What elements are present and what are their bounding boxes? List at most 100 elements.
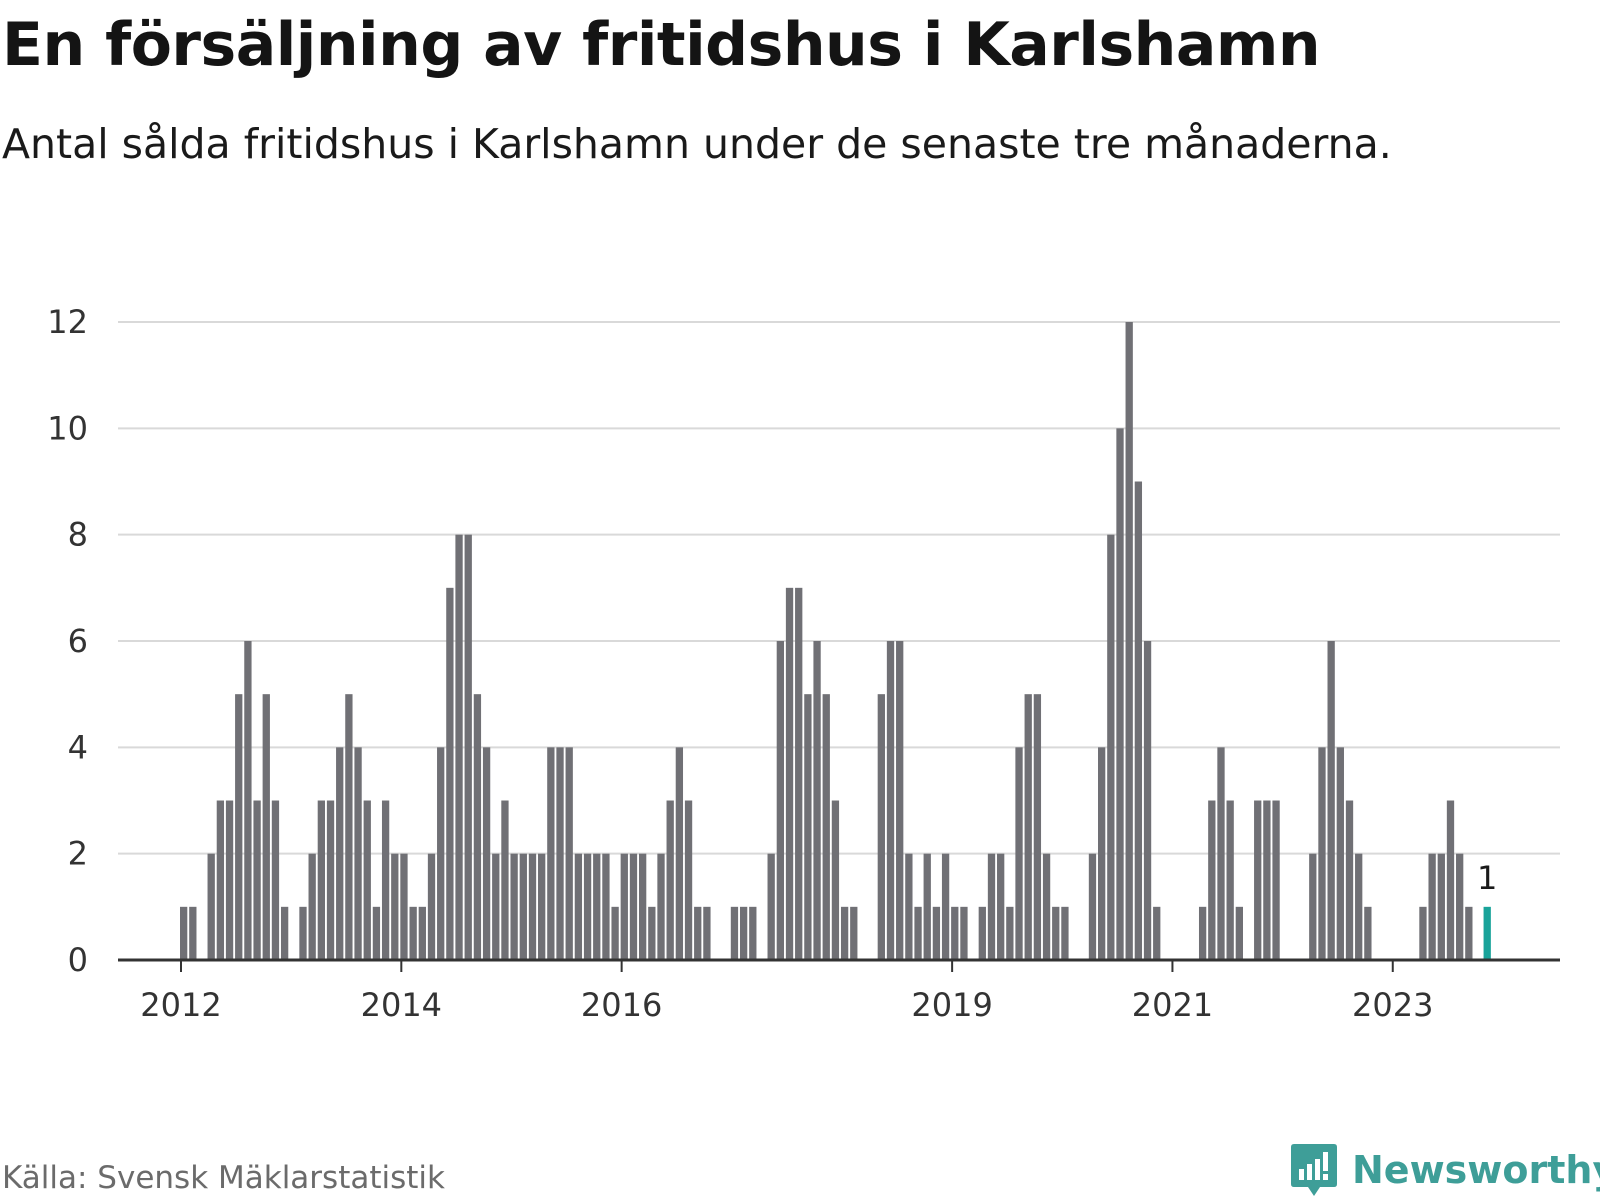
bar	[1345, 800, 1354, 960]
x-tick-label-2014: 2014	[361, 986, 442, 1024]
bar	[1263, 800, 1271, 960]
bar	[565, 747, 573, 960]
bar	[1208, 800, 1216, 960]
bar	[1364, 906, 1372, 960]
bar	[951, 906, 959, 960]
bar	[1153, 906, 1161, 960]
bar	[317, 800, 325, 960]
bar	[1327, 641, 1335, 960]
bar	[1116, 428, 1124, 961]
bar	[1006, 906, 1014, 960]
chart-title: En försäljning av fritidshus i Karlshamn	[2, 10, 1321, 80]
bar	[1143, 641, 1152, 960]
bar	[189, 906, 197, 960]
bar	[216, 800, 225, 960]
bar	[1088, 853, 1097, 960]
bar	[1446, 800, 1455, 960]
bar	[1254, 800, 1262, 960]
bar	[941, 853, 950, 960]
bar	[583, 853, 592, 960]
bar	[547, 747, 555, 960]
x-tick-label-2021: 2021	[1132, 986, 1213, 1024]
bar	[767, 853, 775, 960]
bar	[519, 853, 527, 960]
bar	[703, 906, 711, 960]
bar	[905, 853, 913, 960]
bar	[510, 853, 518, 960]
bar	[345, 694, 353, 960]
bar	[400, 853, 408, 960]
bar	[1309, 853, 1317, 960]
bar	[1061, 906, 1069, 960]
bar	[1098, 747, 1106, 960]
bar	[1033, 694, 1042, 960]
x-axis-ticks: 2012 2014 2016 2019 2021 2023	[140, 960, 1433, 1024]
bar	[629, 853, 638, 960]
bar	[473, 694, 482, 960]
brand-name: Newsworthy	[1352, 1148, 1600, 1192]
bar	[684, 800, 693, 960]
annotations: 1	[1474, 856, 1500, 900]
bar	[280, 906, 289, 960]
y-tick-label-2: 2	[68, 835, 88, 873]
bar	[528, 853, 537, 960]
bar	[464, 534, 472, 960]
bar	[372, 906, 381, 960]
bar	[262, 694, 270, 960]
bar	[446, 587, 454, 960]
bar	[391, 853, 399, 960]
bar	[1015, 747, 1023, 960]
x-tick-label-2012: 2012	[140, 986, 221, 1024]
bar	[822, 694, 830, 960]
bar	[666, 800, 674, 960]
y-tick-label-6: 6	[68, 622, 88, 660]
bar	[694, 906, 702, 960]
bar	[253, 800, 261, 960]
x-tick-label-2016: 2016	[581, 986, 662, 1024]
bar	[620, 853, 628, 960]
bar	[427, 853, 436, 960]
bar	[840, 906, 849, 960]
bar	[602, 853, 610, 960]
y-tick-label-10: 10	[47, 409, 88, 447]
bar	[409, 906, 417, 960]
bar	[639, 853, 647, 960]
bar	[501, 800, 509, 960]
bar	[556, 747, 564, 960]
bar	[730, 906, 739, 960]
bar	[675, 747, 684, 960]
bar	[1024, 694, 1032, 960]
bar	[831, 800, 840, 960]
bar	[1465, 906, 1473, 960]
bar	[244, 641, 252, 960]
bar	[987, 853, 996, 960]
bar	[932, 906, 941, 960]
brand-logo: Newsworthy	[1290, 1142, 1600, 1198]
bar	[886, 641, 895, 960]
bar	[1235, 906, 1243, 960]
y-axis-labels: 0 2 4 6 8 10 12	[47, 303, 88, 979]
y-tick-label-8: 8	[68, 516, 88, 554]
bar	[877, 694, 885, 960]
bar	[354, 747, 362, 960]
bar	[896, 641, 904, 960]
bar	[381, 800, 390, 960]
bar	[997, 853, 1005, 960]
bar	[739, 906, 748, 960]
y-tick-label-0: 0	[68, 941, 88, 979]
bar	[795, 587, 803, 960]
y-tick-label-4: 4	[68, 728, 88, 766]
bar	[648, 906, 656, 960]
bar	[1318, 747, 1326, 960]
bar	[1198, 906, 1207, 960]
bar	[225, 800, 234, 960]
bar	[1052, 906, 1060, 960]
bar	[1226, 800, 1234, 960]
bar	[574, 853, 583, 960]
bar	[1428, 853, 1436, 960]
bar	[207, 853, 215, 960]
bar-chart: 0 2 4 6 8 10 12 2012 2014 2016 2019 2021 2023 1	[47, 303, 1560, 1024]
bar	[960, 906, 968, 960]
bar	[593, 853, 601, 960]
bar-chart-speech-bubble-icon	[1291, 1144, 1337, 1196]
